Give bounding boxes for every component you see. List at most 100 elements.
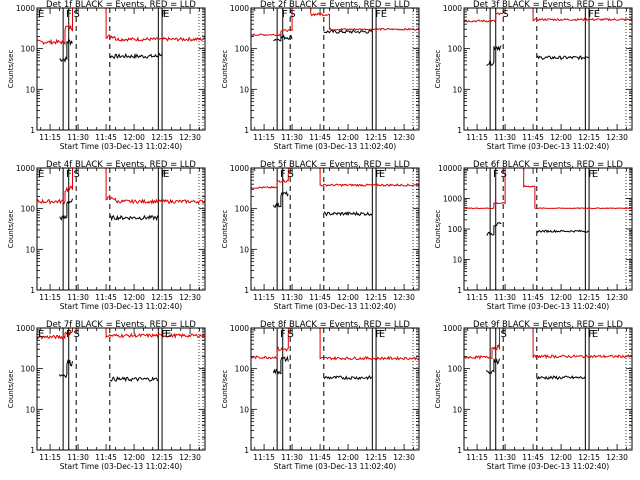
interval-flag-e: E [38,329,44,340]
y-tick-label: 100 [448,365,463,374]
y-tick-label: 1 [244,446,249,455]
x-tick-label: 12:15 [151,453,173,462]
lld-series-line [251,168,419,189]
y-tick-label: 1 [30,446,35,455]
y-tick-label: 100 [235,365,250,374]
y-tick-label: 1000 [16,4,35,13]
y-tick-label: 1 [244,286,249,295]
x-tick-label: 11:15 [253,133,275,142]
y-tick-label: 100 [21,45,36,54]
y-tick-label: 1000 [16,164,35,173]
lld-series-line [251,8,419,37]
x-tick-label: 12:15 [365,453,387,462]
interval-flag-f: F [375,9,381,20]
detector-panel-2: Det 2f BLACK = Events, RED = LLD Counts/s… [221,0,420,151]
x-tick-label: 12:30 [393,453,415,462]
y-tick-label: 10 [452,405,462,414]
detector-panel-6: Det 6f BLACK = Events, RED = LLD Counts/s… [434,160,633,311]
x-axis-label: Start Time (03-Dec-13 11:02:40) [60,302,182,311]
y-tick-label: 1 [30,286,35,295]
x-tick-label: 12:30 [606,453,628,462]
x-tick-label: 12:00 [337,293,359,302]
x-tick-label: 11:45 [95,453,117,462]
x-tick-label: 11:45 [522,133,544,142]
y-tick-label: 10 [239,405,249,414]
plot-frame [250,7,420,131]
x-tick-label: 12:00 [550,293,572,302]
x-tick-label: 11:45 [522,453,544,462]
interval-flag-e: E [163,169,169,180]
events-series-line [109,375,159,383]
x-tick-label: 12:15 [365,133,387,142]
plot-frame [463,167,633,291]
y-tick-label: 1000 [16,324,35,333]
lld-series-line [464,8,632,23]
y-axis-label: Counts/sec [7,50,15,89]
x-tick-label: 12:00 [337,453,359,462]
plot-frame [463,327,633,451]
interval-flag-f: F [588,329,594,340]
y-tick-label: 10 [239,245,249,254]
interval-flag-f: F [66,169,72,180]
panel-title: Det 9f BLACK = Events, RED = LLD [473,320,623,330]
events-series-line [59,38,73,63]
x-axis-label: Start Time (03-Dec-13 11:02:40) [60,462,182,471]
plot-frame [463,7,633,131]
plot-frame [250,167,420,291]
y-tick-label: 1 [244,126,249,135]
panel-title: Det 5f BLACK = Events, RED = LLD [260,160,410,170]
interval-flag-f: F [161,9,167,20]
events-series-line [485,357,500,375]
interval-flag-e: E [381,9,387,20]
interval-flag-f: F [588,169,594,180]
interval-flag-s: S [73,329,79,340]
detector-panel-5: Det 5f BLACK = Events, RED = LLD Counts/s… [221,160,420,311]
panel-title: Det 1f BLACK = Events, RED = LLD [46,0,196,10]
x-tick-label: 11:30 [67,293,89,302]
x-tick-label: 11:15 [39,293,61,302]
y-tick-label: 1000 [230,164,249,173]
y-axis-label: Counts/sec [221,50,229,89]
x-axis-label: Start Time (03-Dec-13 11:02:40) [487,302,609,311]
y-axis-label: Counts/sec [221,210,229,249]
x-tick-label: 12:00 [123,453,145,462]
y-tick-label: 1000 [443,324,462,333]
events-series-line [59,198,73,222]
x-tick-label: 12:00 [123,133,145,142]
x-tick-label: 11:15 [466,293,488,302]
interval-flag-f: F [280,329,286,340]
x-tick-label: 11:15 [253,293,275,302]
y-axis-label: Counts/sec [7,210,15,249]
y-tick-label: 1 [457,126,462,135]
x-axis-label: Start Time (03-Dec-13 11:02:40) [487,462,609,471]
interval-flag-f: F [161,329,167,340]
y-axis-label: Counts/sec [221,370,229,409]
y-tick-label: 10 [452,85,462,94]
y-tick-label: 100 [21,365,36,374]
panel-title: Det 3f BLACK = Events, RED = LLD [473,0,623,10]
interval-flag-e: E [38,169,44,180]
y-axis-label: Counts/sec [434,210,442,249]
x-tick-label: 12:30 [606,133,628,142]
interval-flag-e: E [592,169,598,180]
events-series-line [109,214,159,222]
lld-series-line [37,168,205,205]
x-tick-label: 11:45 [309,453,331,462]
interval-flag-s: S [500,169,506,180]
interval-flag-e: E [594,9,600,20]
interval-flag-e: E [379,169,385,180]
x-tick-label: 12:00 [550,133,572,142]
x-tick-label: 11:45 [309,133,331,142]
interval-flag-s: S [287,329,293,340]
x-tick-label: 11:45 [309,293,331,302]
x-axis-label: Start Time (03-Dec-13 11:02:40) [487,142,609,151]
x-tick-label: 12:15 [578,133,600,142]
lld-series-line [464,168,632,210]
events-series-line [109,52,163,60]
x-tick-label: 12:00 [123,293,145,302]
x-axis-label: Start Time (03-Dec-13 11:02:40) [274,462,396,471]
interval-flag-f: F [375,169,381,180]
panel-title: Det 8f BLACK = Events, RED = LLD [260,320,410,330]
interval-flag-s: S [502,9,508,20]
